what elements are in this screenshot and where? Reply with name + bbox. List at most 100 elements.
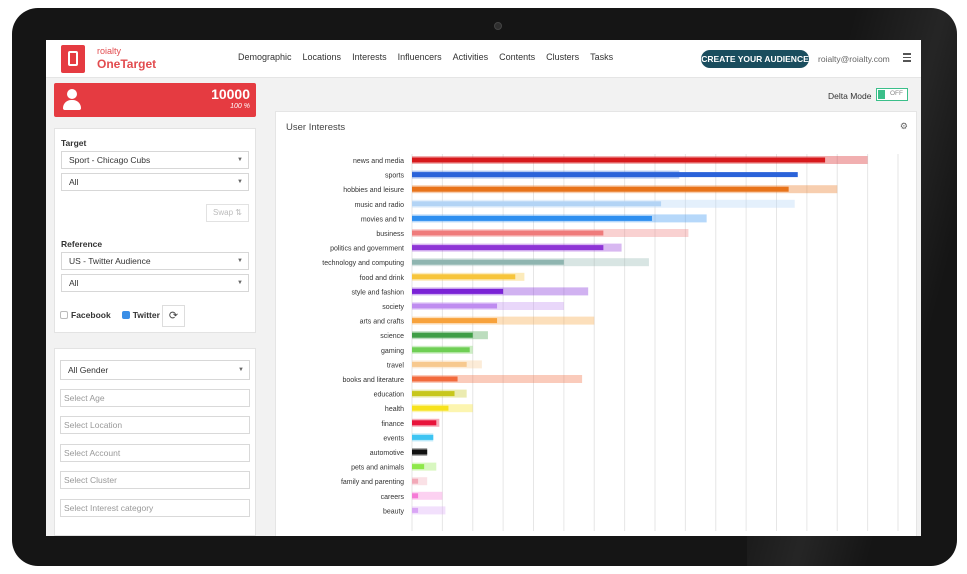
category-label: careers <box>381 494 405 501</box>
nav-interests[interactable]: Interests <box>352 52 387 62</box>
target-bar[interactable] <box>412 361 467 367</box>
target-category-select[interactable]: Sport - Chicago Cubs ▼ <box>61 151 249 169</box>
target-bar[interactable] <box>412 493 419 499</box>
target-bar[interactable] <box>412 259 564 265</box>
target-bar[interactable] <box>412 420 437 426</box>
nav-tasks[interactable]: Tasks <box>590 52 614 62</box>
user-interests-panel: User Interests ⚙ 05101520253035404550556… <box>275 111 917 536</box>
target-bar[interactable] <box>412 464 425 470</box>
cluster-select[interactable]: Select Cluster <box>60 471 250 489</box>
refresh-icon: ⟳ <box>168 310 179 322</box>
delta-mode-state: OFF <box>890 90 903 97</box>
nav-demographic[interactable]: Demographic <box>238 52 292 62</box>
reference-sub-value: All <box>69 278 79 288</box>
refresh-button[interactable]: ⟳ <box>162 305 185 327</box>
logo-icon[interactable] <box>61 45 85 73</box>
toggle-knob <box>878 90 885 99</box>
user-email[interactable]: roialty@roialty.com <box>818 54 890 64</box>
reference-bar[interactable] <box>412 506 446 515</box>
facebook-checkbox[interactable] <box>60 311 68 319</box>
category-label: education <box>374 392 404 399</box>
twitter-label: Twitter <box>132 310 160 320</box>
target-bar[interactable] <box>412 434 434 440</box>
reference-category-select[interactable]: US - Twitter Audience ▼ <box>61 252 249 270</box>
reference-bar[interactable] <box>412 477 428 486</box>
create-audience-button[interactable]: CREATE YOUR AUDIENCE <box>701 50 809 68</box>
nav-clusters[interactable]: Clusters <box>546 52 580 62</box>
camera-dot <box>494 22 502 30</box>
category-label: travel <box>387 362 405 369</box>
category-label: society <box>382 304 404 311</box>
target-bar[interactable] <box>412 186 789 192</box>
target-bar[interactable] <box>412 274 516 280</box>
category-label: food and drink <box>360 275 405 282</box>
nav-locations[interactable]: Locations <box>302 52 342 62</box>
swap-label: Swap <box>213 208 234 217</box>
target-bar[interactable] <box>412 376 458 382</box>
gender-value: All Gender <box>68 365 109 375</box>
nav-contents[interactable]: Contents <box>499 52 536 62</box>
category-label: business <box>376 231 404 238</box>
target-bar[interactable] <box>412 201 662 207</box>
facebook-label: Facebook <box>71 310 111 320</box>
network-filters: Facebook Twitter <box>60 310 160 320</box>
category-label: movies and tv <box>361 216 405 223</box>
category-label: arts and crafts <box>360 319 405 326</box>
audience-percent: 100 % <box>230 103 250 110</box>
category-label: style and fashion <box>351 289 404 296</box>
target-bar[interactable] <box>412 332 473 338</box>
target-bar[interactable] <box>412 507 419 513</box>
target-bar[interactable] <box>412 478 419 484</box>
target-bar[interactable] <box>412 303 498 309</box>
gear-icon[interactable]: ⚙ <box>899 121 908 131</box>
location-select[interactable]: Select Location <box>60 416 250 434</box>
swap-button[interactable]: Swap ⇅ <box>206 204 249 222</box>
category-label: pets and animals <box>351 465 404 472</box>
gender-select[interactable]: All Gender ▼ <box>60 360 250 380</box>
delta-mode-toggle[interactable]: OFF <box>876 88 908 101</box>
category-label: events <box>383 435 404 442</box>
target-category-value: Sport - Chicago Cubs <box>69 155 151 165</box>
category-label: science <box>380 333 404 340</box>
category-label: family and parenting <box>341 479 404 486</box>
target-bar[interactable] <box>412 288 504 294</box>
reference-bar[interactable] <box>412 316 595 325</box>
reference-category-value: US - Twitter Audience <box>69 256 151 266</box>
chart-title: User Interests <box>286 122 346 133</box>
reference-sub-select[interactable]: All ▼ <box>61 274 249 292</box>
category-label: hobbies and leisure <box>343 187 404 194</box>
target-bar[interactable] <box>412 391 455 397</box>
reference-bar[interactable] <box>412 375 583 383</box>
category-label: news and media <box>353 158 404 165</box>
swap-icon: ⇅ <box>235 208 242 217</box>
category-label: gaming <box>381 348 404 355</box>
category-label: politics and government <box>330 246 404 253</box>
nav-influencers[interactable]: Influencers <box>397 52 442 62</box>
logo-title[interactable]: OneTarget <box>97 57 157 71</box>
account-select[interactable]: Select Account <box>60 444 250 462</box>
target-bar[interactable] <box>412 405 449 411</box>
category-label: health <box>385 406 404 413</box>
age-select[interactable]: Select Age <box>60 389 250 407</box>
interest-category-select[interactable]: Select Interest category <box>60 499 250 517</box>
category-label: sports <box>385 173 405 180</box>
target-sub-select[interactable]: All ▼ <box>61 173 249 191</box>
category-label: finance <box>381 421 404 428</box>
target-bar[interactable] <box>412 172 798 178</box>
target-label: Target <box>61 138 87 148</box>
nav-activities[interactable]: Activities <box>452 52 489 62</box>
twitter-checkbox[interactable] <box>121 311 130 319</box>
target-bar[interactable] <box>412 449 428 455</box>
category-label: technology and computing <box>322 260 404 267</box>
target-bar[interactable] <box>412 215 652 221</box>
target-bar[interactable] <box>412 318 498 324</box>
user-icon <box>62 89 82 111</box>
target-bar[interactable] <box>412 347 470 353</box>
target-bar[interactable] <box>412 230 604 236</box>
target-bar[interactable] <box>412 157 826 163</box>
reference-label: Reference <box>61 239 103 249</box>
category-label: automotive <box>370 450 404 457</box>
menu-icon[interactable] <box>903 53 911 62</box>
reference-bar[interactable] <box>412 491 443 500</box>
target-bar[interactable] <box>412 245 604 251</box>
